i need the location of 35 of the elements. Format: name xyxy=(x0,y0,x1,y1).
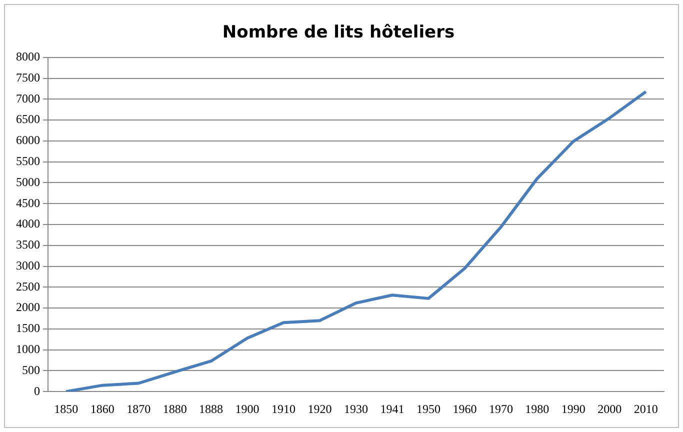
y-tick-label: 500 xyxy=(22,362,40,377)
x-tick-label: 1950 xyxy=(416,402,440,416)
y-tick-label: 6000 xyxy=(16,133,40,148)
y-tick-label: 7500 xyxy=(16,70,40,84)
y-tick-label: 5000 xyxy=(16,174,40,189)
x-tick-label: 1900 xyxy=(235,402,260,416)
y-tick-label: 1500 xyxy=(16,321,40,336)
y-tick-label: 3000 xyxy=(16,258,40,272)
x-tick-label: 2010 xyxy=(634,402,658,416)
x-tick-label: 1870 xyxy=(126,402,151,416)
x-tick-label: 1960 xyxy=(452,402,477,416)
x-tick-label: 1910 xyxy=(272,402,296,416)
x-tick-label: 2000 xyxy=(598,402,622,416)
y-tick-label: 2500 xyxy=(16,279,40,294)
y-tick-label: 6500 xyxy=(16,112,40,126)
y-tick-label: 0 xyxy=(34,384,40,398)
y-tick-label: 7000 xyxy=(16,91,40,106)
y-tick-label: 4000 xyxy=(16,216,40,231)
y-tick-label: 2000 xyxy=(16,300,40,314)
y-tick-label: 4500 xyxy=(16,196,40,210)
y-tick-label: 1000 xyxy=(16,342,40,356)
x-tick-label: 1860 xyxy=(90,402,114,416)
chart-title: Nombre de lits hôteliers xyxy=(222,22,455,43)
x-tick-label: 1990 xyxy=(561,402,586,416)
x-tick-label: 1970 xyxy=(488,402,513,416)
x-tick-label: 1930 xyxy=(344,402,368,416)
x-tick-label: 1920 xyxy=(308,402,332,416)
y-tick-label: 5500 xyxy=(16,154,40,168)
y-tick-label: 8000 xyxy=(16,50,40,64)
x-tick-label: 1880 xyxy=(162,402,187,416)
x-tick-label: 1980 xyxy=(525,402,550,416)
x-tick-label: 1850 xyxy=(54,402,78,416)
x-tick-label: 1888 xyxy=(199,402,224,416)
x-tick-label: 1941 xyxy=(380,402,404,416)
y-tick-label: 3500 xyxy=(16,238,40,252)
